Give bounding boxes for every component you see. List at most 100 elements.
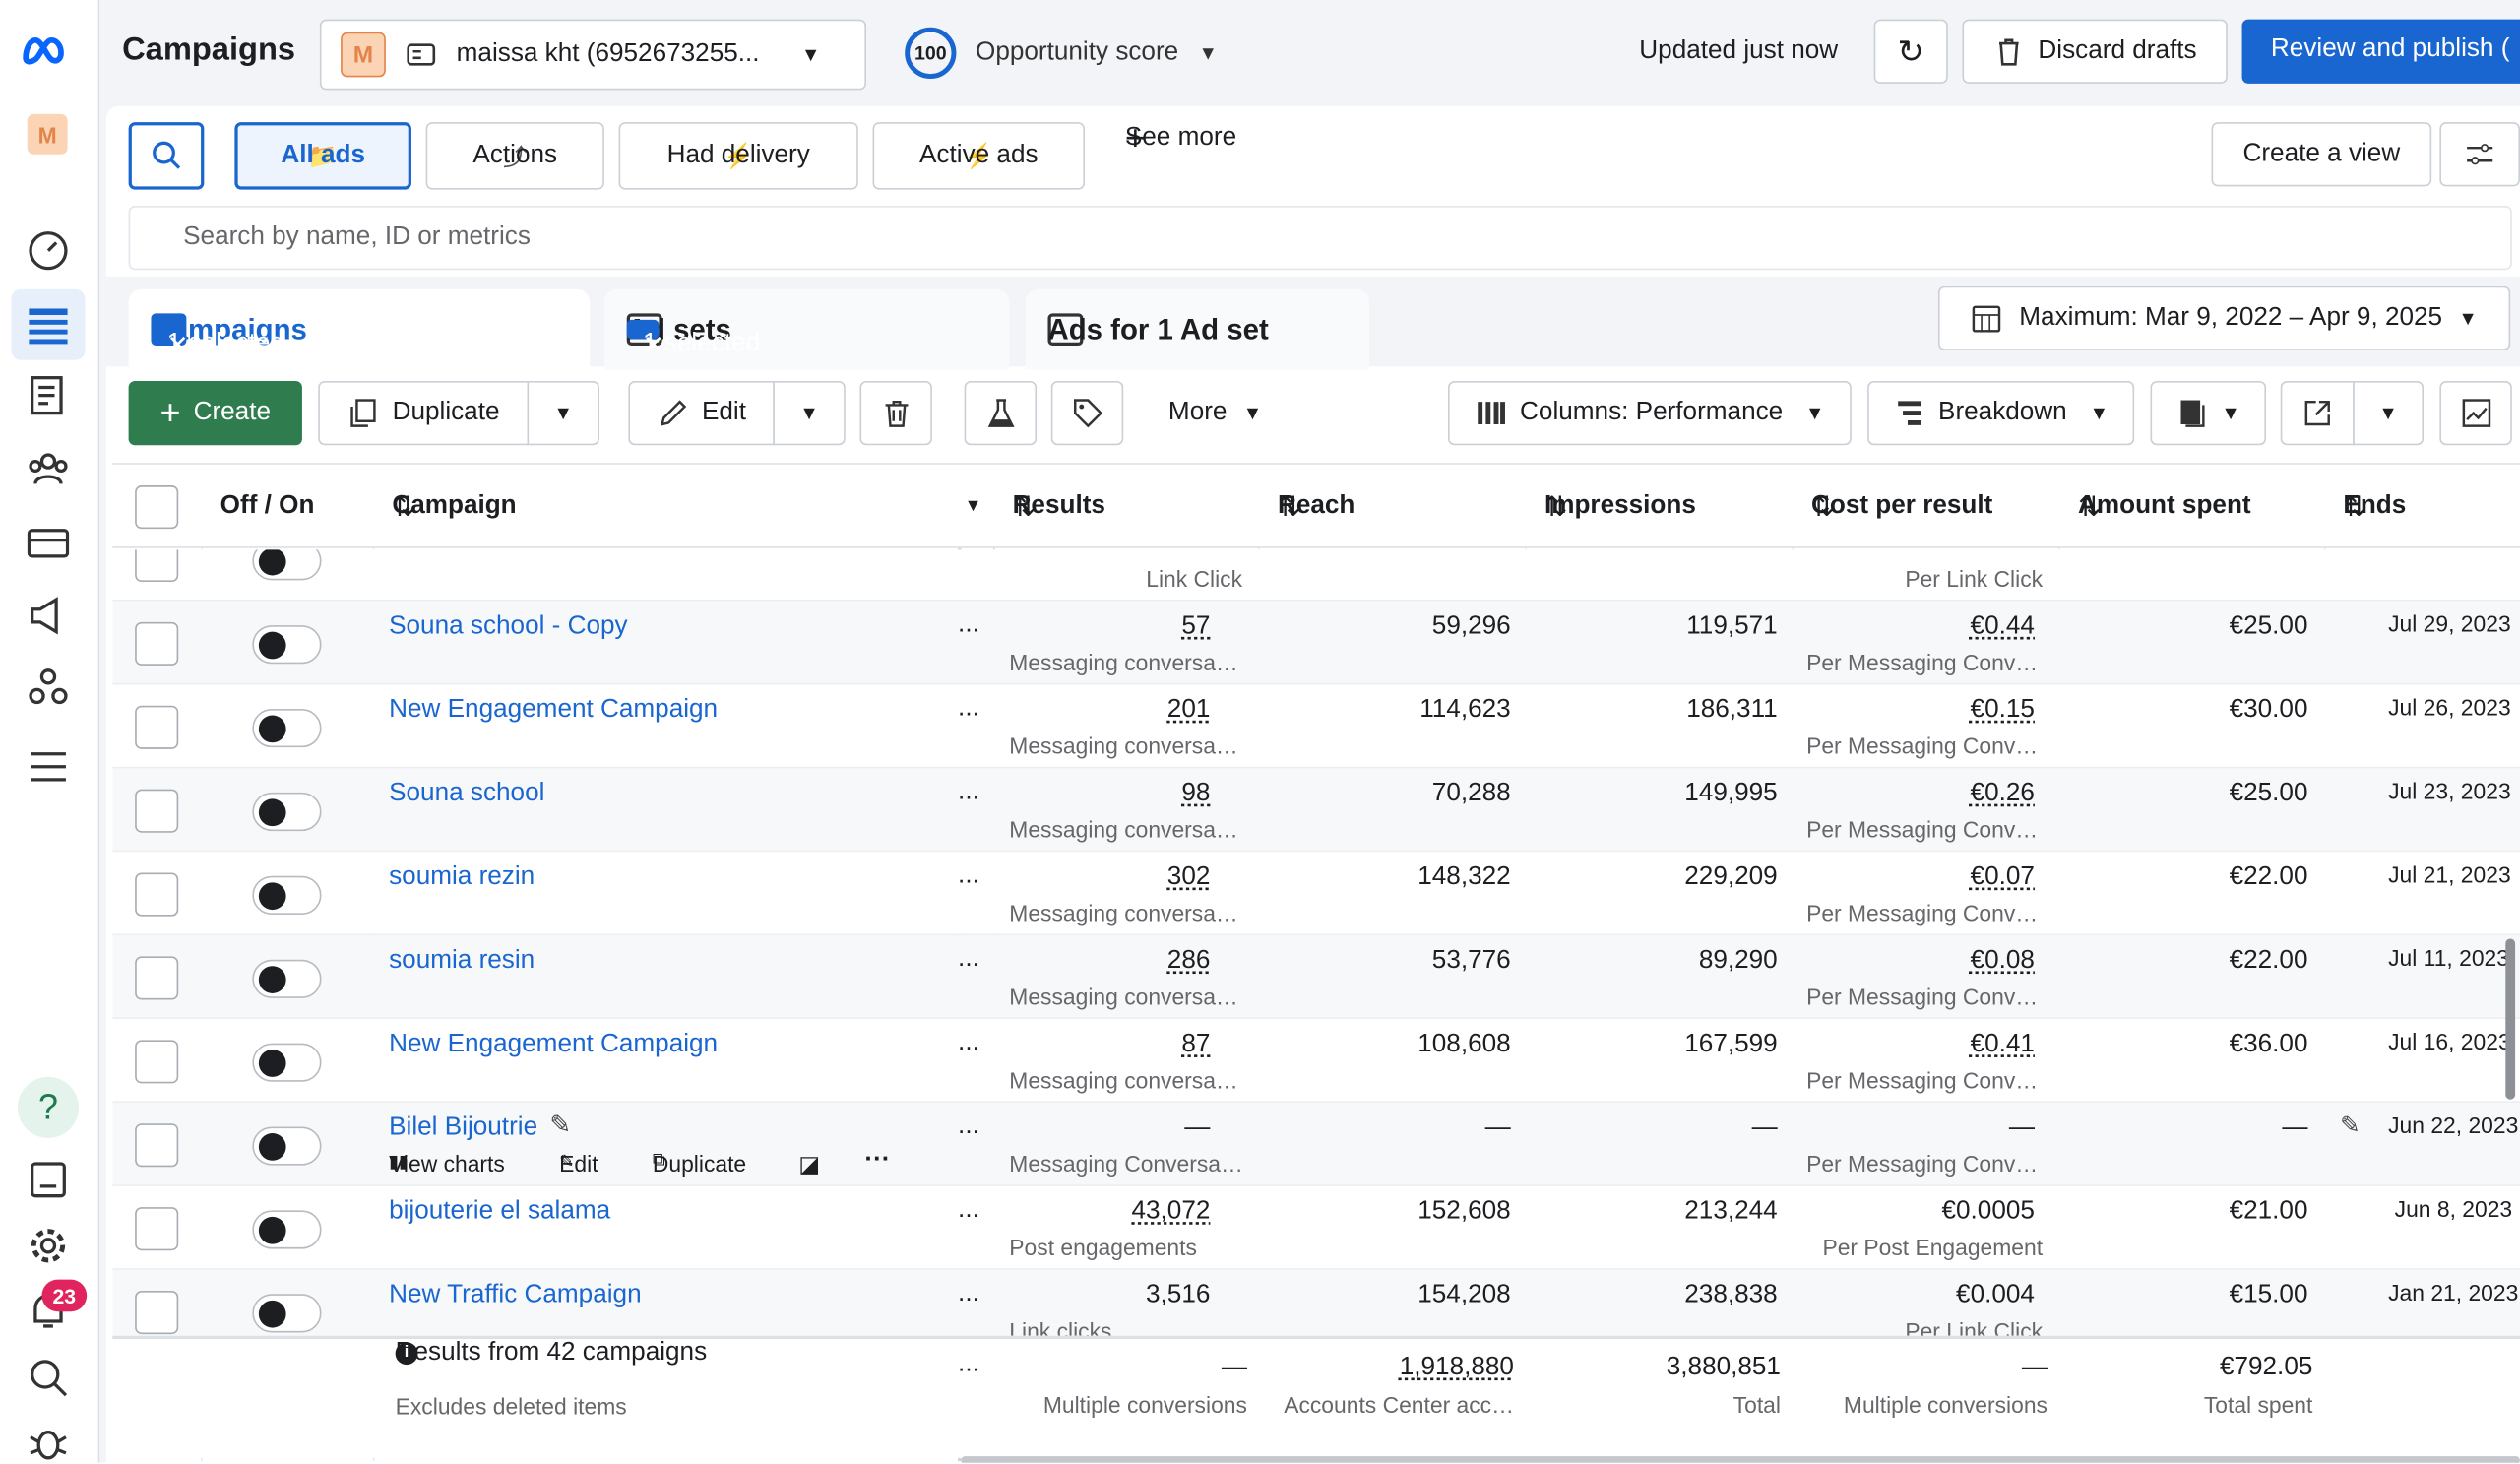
score-label[interactable]: Opportunity score ▼ (976, 38, 1218, 66)
search-button[interactable] (128, 122, 205, 190)
icon[interactable] (28, 304, 69, 346)
create-button[interactable]: + Create (128, 380, 302, 446)
date-range[interactable]: Maximum: Mar 9, 2022 – Apr 9, 2025 ▼ (1937, 286, 2511, 350)
breakdown-button[interactable]: Breakdown ▼ (1867, 380, 2135, 446)
filter-settings[interactable] (2439, 122, 2520, 187)
account-selector[interactable]: M maissa kht (6952673255... ▼ (319, 19, 866, 91)
campaign-name[interactable]: bijouterie el salama (389, 1197, 611, 1226)
tab[interactable]: Ad sets 1 selected ✕ (603, 288, 1010, 370)
icon[interactable] (28, 374, 69, 415)
footer-cost-sub: Multiple conversions (1843, 1391, 2048, 1418)
label: Duplicate (652, 1150, 747, 1178)
checkbox[interactable] (135, 956, 179, 1000)
toggle[interactable] (252, 708, 322, 748)
checkbox[interactable] (135, 789, 179, 833)
icon[interactable] (28, 595, 69, 636)
icon[interactable] (28, 449, 69, 490)
create-view[interactable]: Create a view (2211, 122, 2432, 187)
campaign-name[interactable]: Bilel Bijoutrie (389, 1114, 538, 1142)
tag-button[interactable] (1050, 380, 1124, 446)
ellipsis: ... (958, 1279, 979, 1307)
icon[interactable] (28, 1159, 69, 1200)
icon[interactable] (28, 1357, 69, 1398)
dropdown[interactable]: ▼ (527, 380, 599, 446)
toggle[interactable] (252, 1126, 322, 1166)
search-input[interactable]: Search by name, ID or metrics (128, 205, 2512, 271)
icon (1898, 401, 1922, 425)
toggle[interactable] (252, 959, 322, 998)
campaign-name[interactable]: New Engagement Campaign (389, 1030, 719, 1058)
checkbox[interactable] (135, 1040, 179, 1084)
updated: Updated just now (1639, 36, 1839, 65)
checkbox[interactable] (135, 872, 179, 917)
icon[interactable] (27, 523, 70, 564)
edit-icon[interactable]: ✎ (2340, 1112, 2361, 1140)
columns-button[interactable]: Columns: Performance ▼ (1448, 380, 1852, 446)
caret: ▼ (800, 43, 821, 66)
checkbox[interactable] (135, 1291, 179, 1335)
checkbox[interactable] (135, 485, 179, 530)
ends: Jun 22, 2023 (2388, 1112, 2519, 1138)
more-icon[interactable]: ··· (864, 1146, 891, 1174)
dropdown[interactable]: ▼ (2353, 380, 2425, 446)
review-publish[interactable]: Review and publish ( (2241, 19, 2520, 84)
toggle[interactable] (252, 625, 322, 665)
icon[interactable] (28, 668, 69, 709)
toggle[interactable] (252, 792, 322, 832)
filter-button[interactable]: ⚡ Had delivery (618, 122, 858, 190)
account-avatar[interactable]: M (27, 113, 68, 155)
footer-reach: 1,918,880 (1399, 1353, 1514, 1381)
test-button[interactable] (964, 380, 1038, 446)
filter-button[interactable]: ⚡ Active ads (872, 122, 1086, 190)
info-icon[interactable]: i (395, 1342, 418, 1366)
icon[interactable] (28, 229, 69, 271)
filter-button[interactable]: ⤴ Actions (425, 122, 604, 190)
reports-button[interactable]: ▼ (2150, 380, 2267, 446)
impressions: 89,290 (1698, 946, 1778, 975)
more-button[interactable]: More ▼ (1167, 398, 1263, 426)
toggle[interactable] (252, 549, 322, 581)
checkbox[interactable] (135, 1123, 179, 1168)
clear[interactable]: ✕ (643, 332, 664, 360)
campaign-name[interactable]: soumia rezin (389, 862, 536, 891)
icon[interactable] (28, 1421, 69, 1462)
tab[interactable]: Campaigns 1 selected ✕ (128, 288, 591, 370)
toggle[interactable] (252, 1294, 322, 1333)
selected-chip[interactable]: 1 selected ✕ (626, 319, 760, 360)
export-button[interactable] (2280, 380, 2355, 446)
help[interactable]: ? (17, 1076, 79, 1138)
campaign-name[interactable]: Souna school (389, 779, 545, 807)
tab[interactable]: Ads for 1 Ad set (1025, 288, 1370, 370)
checkbox[interactable] (135, 1207, 179, 1251)
edit-icon[interactable]: ✎ (549, 1112, 572, 1140)
checkbox[interactable] (135, 621, 179, 666)
caret[interactable]: ▼ (964, 496, 982, 517)
selected-chip[interactable]: 1 selected ✕ (151, 319, 284, 360)
campaign-name[interactable]: New Engagement Campaign (389, 695, 719, 724)
label: Cost per result (1810, 491, 1993, 520)
chart-icon[interactable]: ◪ (798, 1150, 821, 1178)
icon[interactable] (28, 746, 69, 788)
toggle[interactable] (252, 875, 322, 915)
refresh[interactable]: ↻ (1873, 19, 1948, 84)
clear[interactable]: ✕ (166, 332, 189, 360)
duplicate-button[interactable]: Duplicate (318, 380, 530, 446)
icon[interactable] (28, 1225, 69, 1266)
campaign-name[interactable]: New Traffic Campaign (389, 1281, 642, 1308)
discard-drafts[interactable]: Discard drafts (1962, 19, 2228, 84)
dropdown[interactable]: ▼ (773, 380, 846, 446)
page-title: Campaigns (122, 32, 296, 68)
toggle[interactable] (252, 1043, 322, 1082)
v-scrollbar (2505, 938, 2516, 1100)
row: soumia resin... 286 Messaging conversa… 53,… (112, 935, 2520, 1020)
sort: ⇅ (1810, 491, 1835, 523)
filter-button[interactable]: 📁 All ads (234, 122, 411, 190)
checkbox[interactable] (135, 549, 179, 583)
campaign-name[interactable]: Souna school - Copy (389, 612, 628, 640)
campaign-name[interactable]: soumia resin (389, 946, 536, 975)
charts-button[interactable] (2439, 380, 2512, 446)
toggle[interactable] (252, 1210, 322, 1249)
checkbox[interactable] (135, 705, 179, 749)
edit-button[interactable]: Edit (628, 380, 775, 446)
delete-button[interactable] (859, 380, 932, 446)
